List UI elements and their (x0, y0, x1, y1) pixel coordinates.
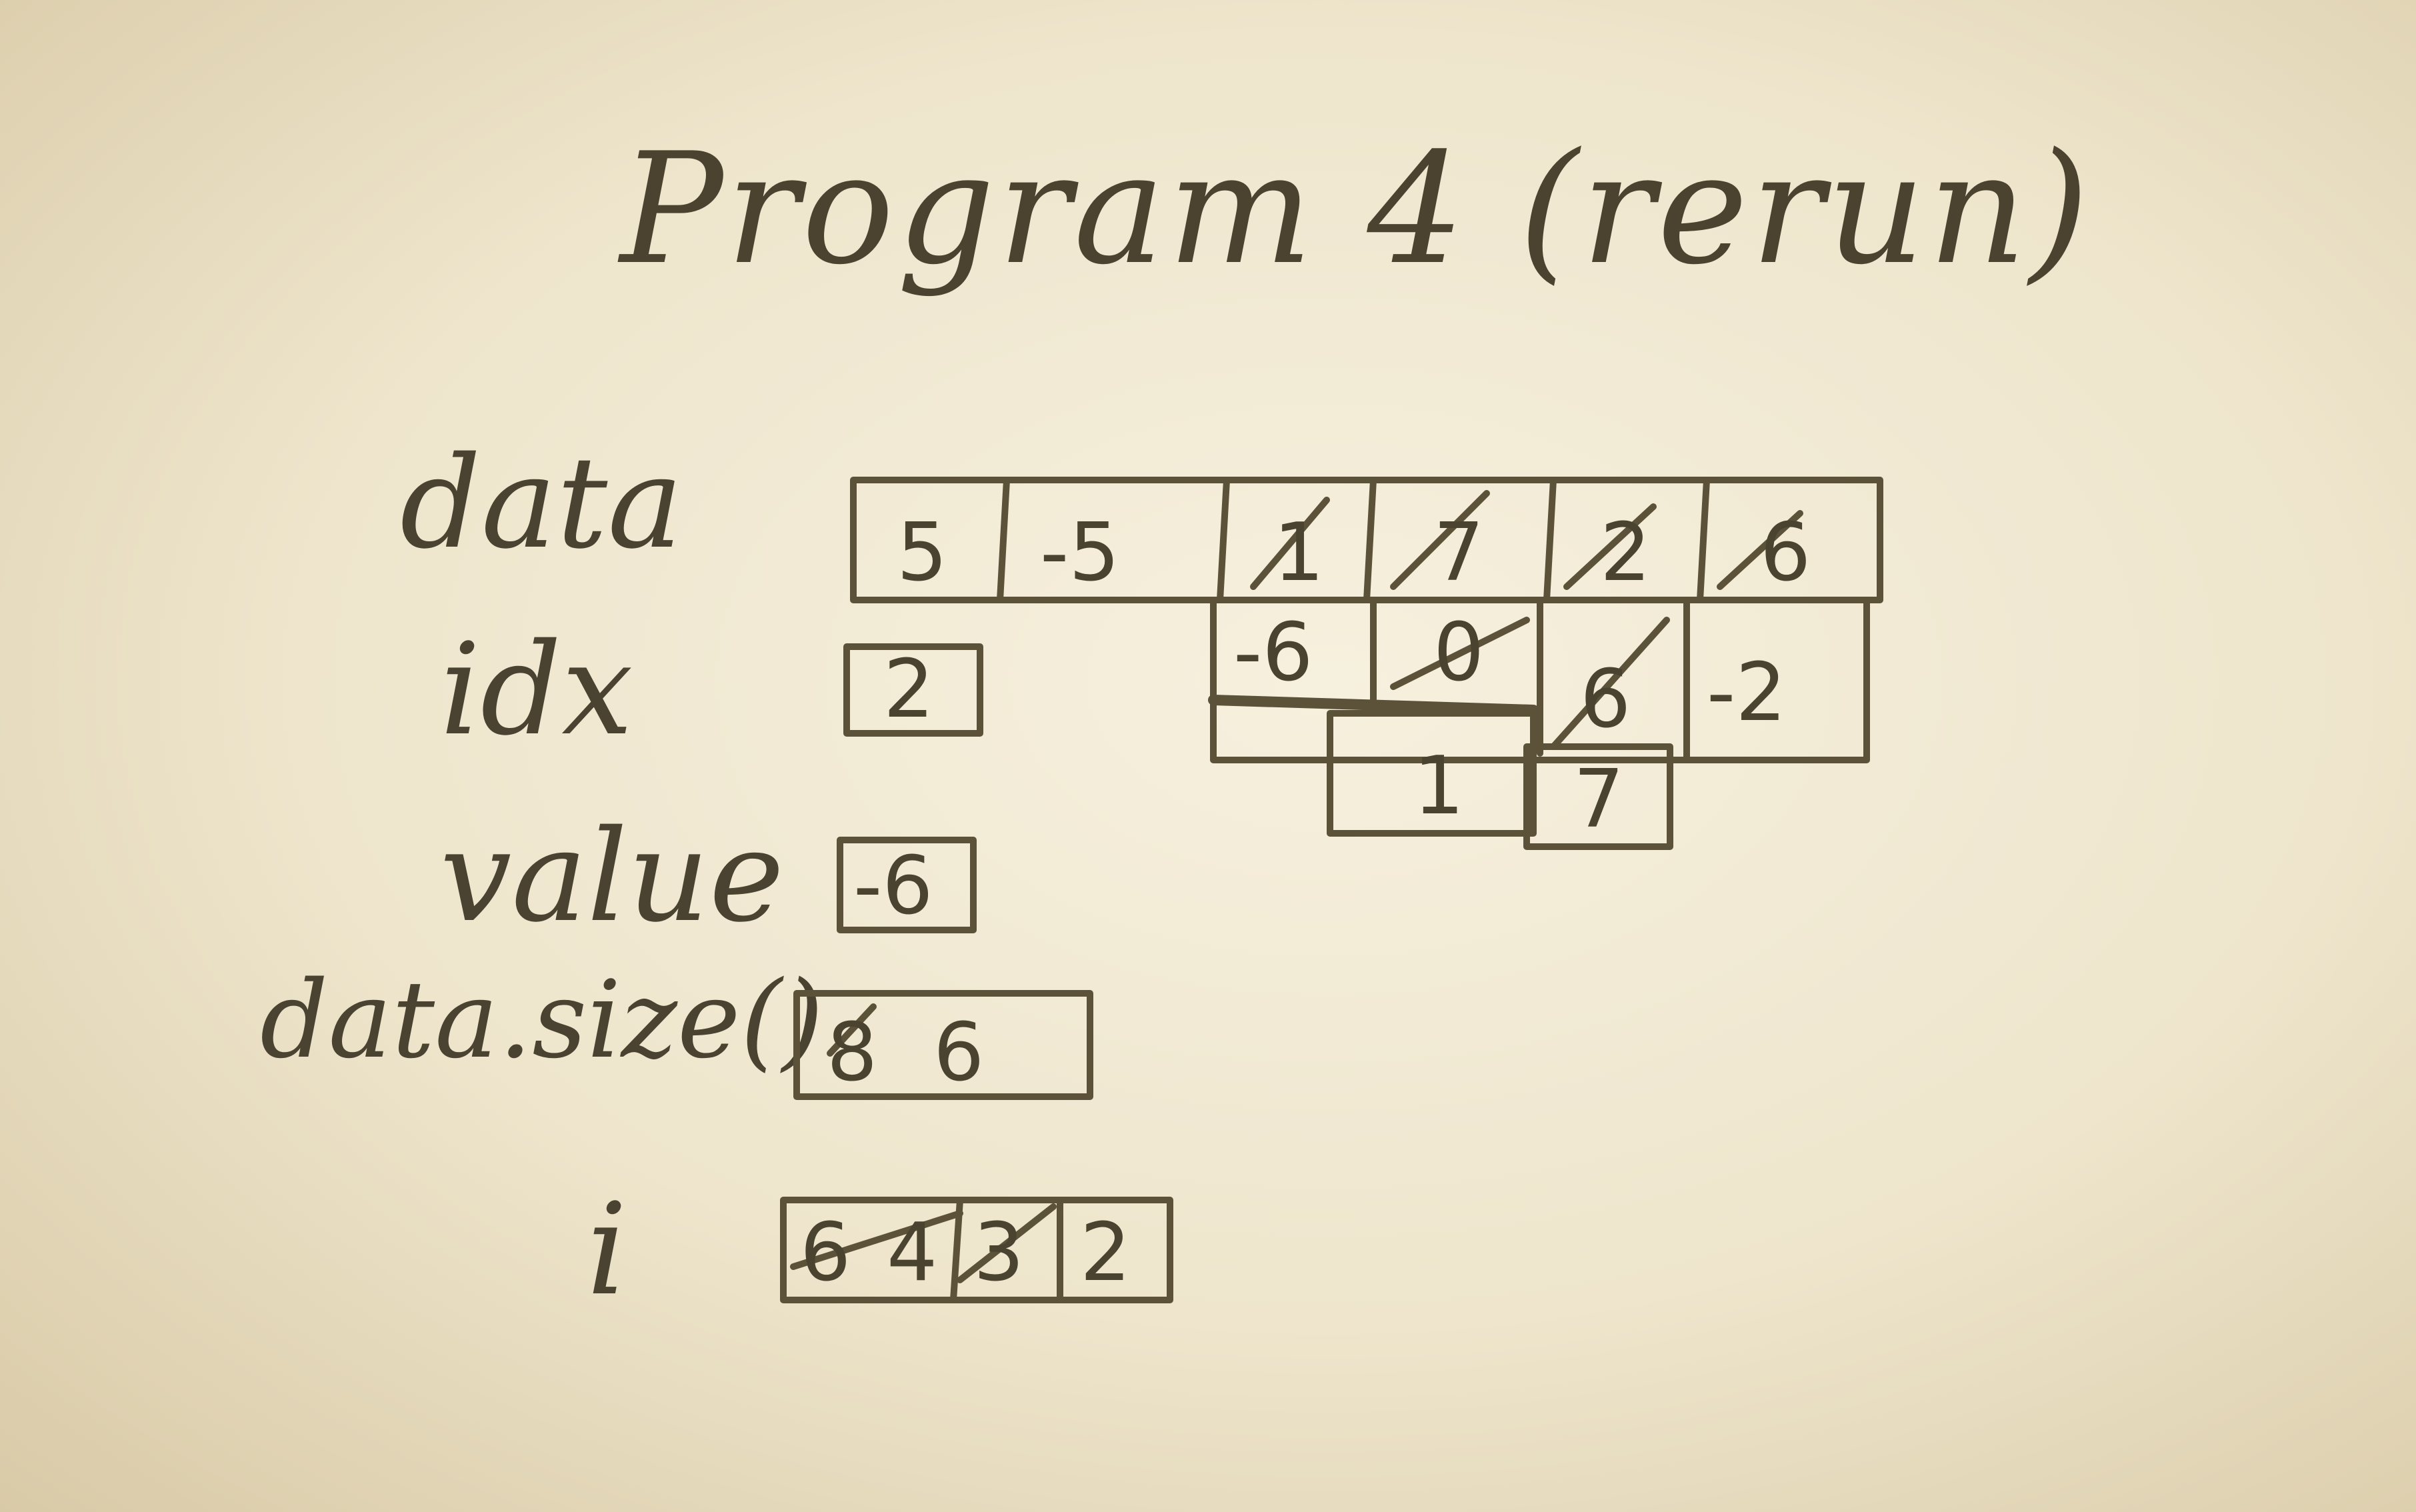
data-array-row3-a (1327, 710, 1537, 837)
data-cell: 1 (1413, 740, 1464, 833)
data-size-box (793, 990, 1093, 1100)
label-data: data (400, 429, 683, 577)
data-cell: 7 (1433, 507, 1484, 599)
i-value-old: 4 (887, 1207, 937, 1299)
page-title: Program 4 (rerun) (620, 121, 2092, 299)
data-cell: 5 (897, 507, 947, 599)
data-size-value-old: 8 (827, 1007, 877, 1099)
label-idx: idx (440, 616, 633, 763)
value-box (837, 837, 977, 933)
data-size-value: 6 (933, 1007, 984, 1099)
data-cell: 1 (1273, 507, 1324, 599)
data-cell: -6 (1233, 607, 1313, 699)
i-value-old: 6 (800, 1207, 851, 1299)
data-array-row1 (850, 477, 1883, 603)
data-cell: 0 (1433, 607, 1484, 699)
data-cell: 7 (1573, 753, 1624, 846)
i-box (780, 1197, 1173, 1303)
data-array-row3-b (1523, 743, 1673, 850)
value-value: -6 (853, 840, 933, 933)
data-cell: -5 (1040, 507, 1120, 599)
label-value: value (440, 803, 785, 950)
data-cell: 6 (1580, 653, 1631, 746)
data-cell: -2 (1707, 647, 1787, 739)
label-data-size: data.size() (260, 957, 824, 1082)
data-cell: 2 (1600, 507, 1651, 599)
i-value: 2 (1080, 1207, 1131, 1299)
idx-value: 2 (883, 643, 934, 736)
data-cell: 6 (1760, 507, 1811, 599)
data-array-row2 (1210, 597, 1870, 763)
label-i: i (587, 1176, 627, 1323)
i-value-old: 3 (973, 1207, 1024, 1299)
idx-box (843, 643, 983, 737)
